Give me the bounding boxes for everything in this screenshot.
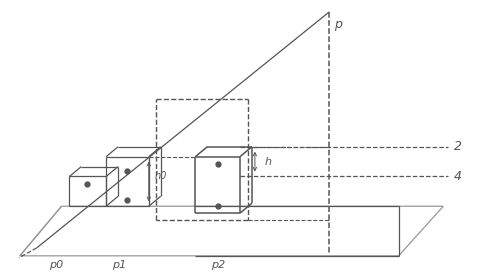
Text: h0: h0 bbox=[155, 171, 167, 181]
Text: 2: 2 bbox=[453, 140, 461, 153]
Text: p: p bbox=[334, 18, 341, 31]
Text: 4: 4 bbox=[453, 170, 461, 183]
Text: p0: p0 bbox=[49, 260, 63, 270]
Text: p1: p1 bbox=[112, 260, 126, 270]
Text: p2: p2 bbox=[211, 260, 225, 270]
Text: h: h bbox=[264, 157, 271, 167]
